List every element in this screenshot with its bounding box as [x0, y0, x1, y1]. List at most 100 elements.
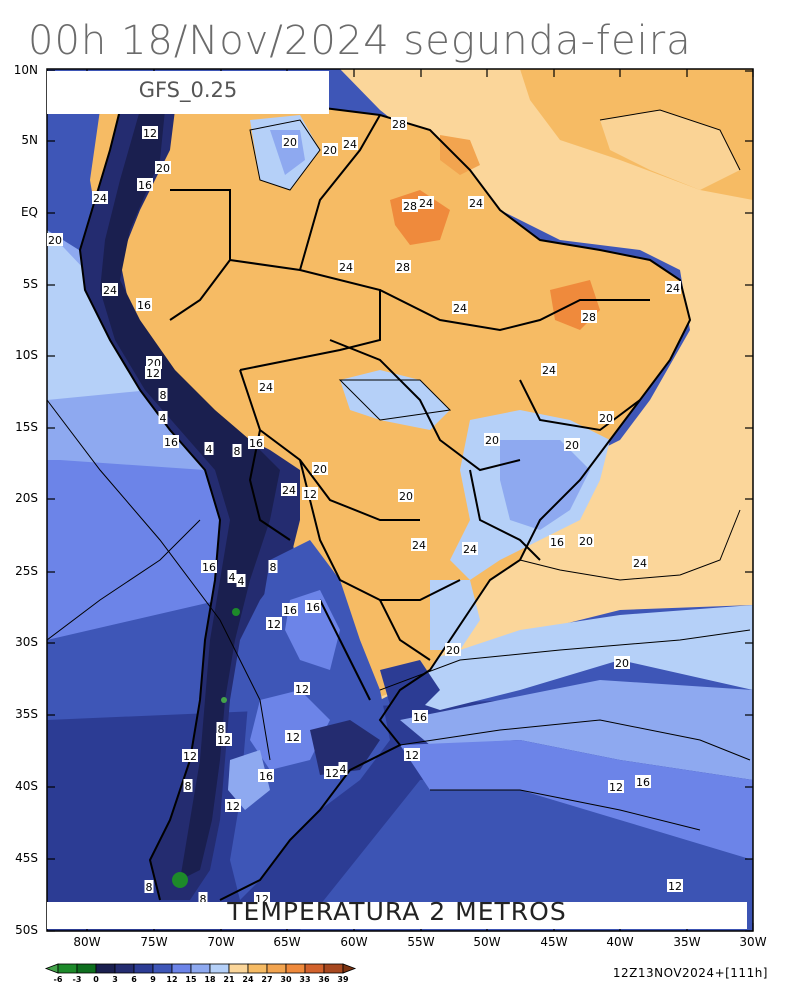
contour-label-bg — [285, 730, 301, 743]
map-title: 00h 18/Nov/2024 segunda-feira — [28, 18, 692, 64]
contour-label-bg — [578, 534, 594, 547]
contour-label-bg — [145, 366, 161, 379]
contour-label-bg — [549, 535, 565, 548]
colorbar-swatch — [133, 963, 154, 974]
contour-label: 12 — [226, 800, 240, 813]
contour-label-bg — [391, 117, 407, 130]
contour-label: 12 — [286, 731, 300, 744]
colorbar-label: 39 — [337, 975, 349, 984]
contour-label-bg — [324, 766, 340, 779]
colorbar-label: 27 — [261, 975, 273, 984]
lon-label: 65W — [273, 935, 301, 949]
colorbar-swatch — [171, 963, 192, 974]
contour-label-bg — [158, 411, 168, 424]
contour-label-bg — [418, 196, 434, 209]
colorbar-label: 0 — [93, 975, 99, 984]
contour-label-bg — [236, 574, 246, 587]
contour-label: 12 — [405, 749, 419, 762]
colorbar-label: 30 — [280, 975, 292, 984]
contour-label: 12 — [146, 367, 160, 380]
contour-label: 12 — [609, 781, 623, 794]
contour-label: 28 — [403, 200, 417, 213]
colorbar-label: -3 — [72, 975, 82, 984]
contour-label-bg — [667, 879, 683, 892]
contour-label-bg — [581, 310, 597, 323]
colorbar-swatch — [342, 963, 357, 974]
contour-label-bg — [281, 483, 297, 496]
lon-label: 40W — [606, 935, 634, 949]
contour-label-bg — [412, 710, 428, 723]
contour-label-bg — [232, 444, 242, 457]
contour-label: 20 — [156, 162, 170, 175]
lat-label: 10S — [15, 348, 38, 362]
model-label-box — [47, 71, 329, 114]
contour-label-bg — [462, 542, 478, 555]
contour-label: 16 — [202, 561, 216, 574]
colorbar-label: 33 — [299, 975, 311, 984]
lat-label: 50S — [15, 923, 38, 937]
map-frame — [46, 68, 754, 932]
contour-label-bg — [155, 161, 171, 174]
contour-label: 12 — [668, 880, 682, 893]
contour-label: 24 — [453, 302, 467, 315]
contour-label-bg — [312, 462, 328, 475]
lat-label: 45S — [15, 851, 38, 865]
contour-label-bg — [102, 283, 118, 296]
colorbar-swatch — [76, 963, 97, 974]
contour-label: 20 — [323, 144, 337, 157]
lat-label: 40S — [15, 779, 38, 793]
colorbar-swatch — [44, 963, 59, 974]
contour-label-bg — [137, 178, 153, 191]
contour-label: 20 — [615, 657, 629, 670]
contour-label-bg — [294, 682, 310, 695]
colorbar-label: 24 — [242, 975, 254, 984]
contour-label: 8 — [200, 893, 207, 906]
contour-label: 16 — [306, 601, 320, 614]
contour-label-bg — [158, 388, 168, 401]
lat-label: EQ — [20, 205, 38, 219]
product-label-box — [47, 902, 747, 929]
contour-label-bg — [163, 435, 179, 448]
contour-label: 28 — [396, 261, 410, 274]
contour-label: 20 — [399, 490, 413, 503]
model-name: GFS_0.25 — [138, 78, 238, 102]
contour-label-bg — [198, 892, 208, 905]
contour-label-bg — [338, 260, 354, 273]
contour-label-bg — [216, 722, 226, 735]
colorbar-swatch — [266, 963, 287, 974]
contour-label: 20 — [485, 434, 499, 447]
colorbar-swatch — [95, 963, 116, 974]
contour-label: 12 — [295, 683, 309, 696]
colorbar-swatch — [209, 963, 230, 974]
contour-label-bg — [404, 748, 420, 761]
contour-label: 24 — [542, 364, 556, 377]
contour-label: 16 — [249, 437, 263, 450]
contour-label: 16 — [164, 436, 178, 449]
contour-label-bg — [248, 436, 264, 449]
contour-label: 4 — [206, 443, 213, 456]
contour-label: 20 — [283, 136, 297, 149]
lon-label: 55W — [407, 935, 435, 949]
colorbar-swatch — [323, 963, 344, 974]
colorbar-label: 12 — [166, 975, 178, 984]
lat-label: 25S — [15, 564, 38, 578]
contour-label: 12 — [325, 767, 339, 780]
contour-label: 16 — [550, 536, 564, 549]
contour-label-bg — [598, 411, 614, 424]
contour-label: 12 — [267, 618, 281, 631]
colorbar-label: 18 — [204, 975, 216, 984]
colorbar-swatch — [247, 963, 268, 974]
lon-label: 45W — [540, 935, 568, 949]
contour-label-bg — [47, 233, 63, 246]
contour-label: 4 — [238, 575, 245, 588]
contour-label-bg — [144, 880, 154, 893]
contour-label: 24 — [339, 261, 353, 274]
contour-label: 28 — [392, 118, 406, 131]
contour-label-bg — [92, 191, 108, 204]
contour-label: 24 — [419, 197, 433, 210]
colorbar-swatch — [114, 963, 135, 974]
colorbar-label: 15 — [185, 975, 197, 984]
colorbar-swatch — [190, 963, 211, 974]
colorbar-swatch — [285, 963, 306, 974]
